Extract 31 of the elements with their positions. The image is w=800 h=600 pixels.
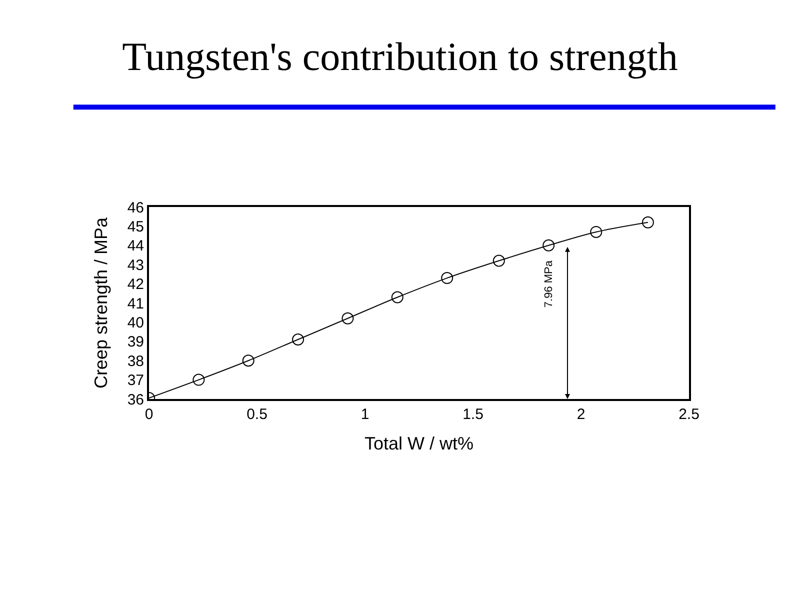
point [192, 374, 205, 386]
y-tick-label: 37 [127, 372, 144, 390]
point [542, 239, 555, 252]
y-axis-title: Creep strength / MPa [91, 216, 112, 389]
y-tick-label: 39 [127, 334, 144, 351]
x-tick-label: 2 [576, 406, 586, 423]
y-tick-label: 43 [127, 256, 144, 274]
point [590, 226, 602, 238]
y-tick-label: 45 [127, 218, 144, 236]
x-tick-label: 1.5 [462, 406, 484, 423]
point [492, 254, 505, 267]
y-tick-label: 46 [127, 199, 144, 216]
y-tick-label: 40 [127, 314, 144, 332]
point [642, 216, 654, 228]
y-tick-label: 42 [127, 276, 144, 294]
point [342, 312, 354, 324]
x-tick-label: 0.5 [246, 406, 268, 423]
x-axis-title: Total W / wt% [364, 434, 474, 454]
chart-title: Tungsten's contribution to strength [122, 34, 678, 79]
point [391, 291, 404, 304]
y-tick-label: 38 [127, 352, 144, 370]
point [242, 354, 254, 367]
x-tick-label: 1 [360, 406, 370, 423]
y-tick-label: 41 [127, 295, 144, 312]
point [441, 272, 454, 284]
y-tick-label: 36 [127, 391, 144, 408]
y-tick-label: 44 [127, 238, 144, 255]
x-tick-label: 0 [144, 406, 154, 423]
annotation: 7.96 MPa [543, 260, 555, 308]
x-tick-label: 2.5 [678, 406, 700, 423]
point [292, 333, 304, 346]
